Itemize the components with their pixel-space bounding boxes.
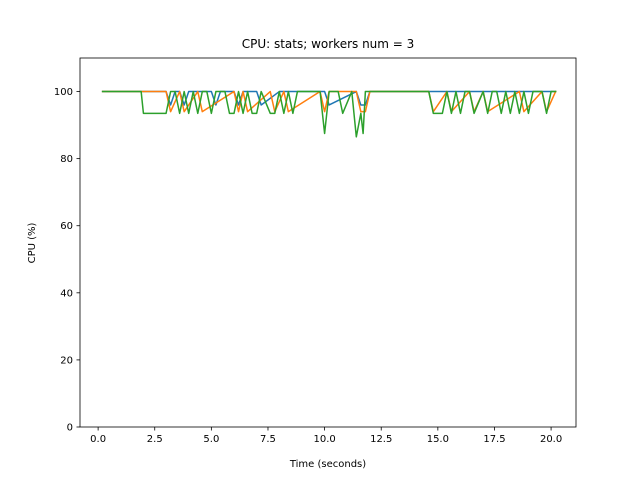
x-tick-label: 5.0 — [203, 434, 219, 445]
x-tick-label: 0.0 — [90, 434, 106, 445]
x-tick-label: 15.0 — [427, 434, 449, 445]
y-axis-label: CPU (%) — [27, 223, 38, 264]
x-tick-label: 17.5 — [483, 434, 505, 445]
y-tick-label: 80 — [60, 154, 73, 165]
y-tick-label: 20 — [60, 355, 73, 366]
y-tick-label: 40 — [60, 288, 73, 299]
series-layer — [101, 90, 557, 138]
y-tick-label: 60 — [60, 221, 73, 232]
x-axis-label: Time (seconds) — [289, 459, 366, 470]
chart-title: CPU: stats; workers num = 3 — [242, 37, 415, 51]
y-tick-label: 0 — [67, 423, 73, 434]
series-line-3 — [101, 90, 557, 138]
x-tick-label: 20.0 — [540, 434, 562, 445]
x-tick-label: 7.5 — [260, 434, 276, 445]
x-tick-label: 12.5 — [370, 434, 392, 445]
axes-layer: 0.0 2.5 5.0 7.5 10.0 12.5 15.0 17.5 20.0 0 20 40 60 8… — [54, 57, 577, 445]
x-tick-label: 10.0 — [313, 434, 335, 445]
plot-frame — [79, 57, 577, 428]
x-tick-label: 2.5 — [147, 434, 163, 445]
y-tick-label: 100 — [54, 87, 73, 98]
